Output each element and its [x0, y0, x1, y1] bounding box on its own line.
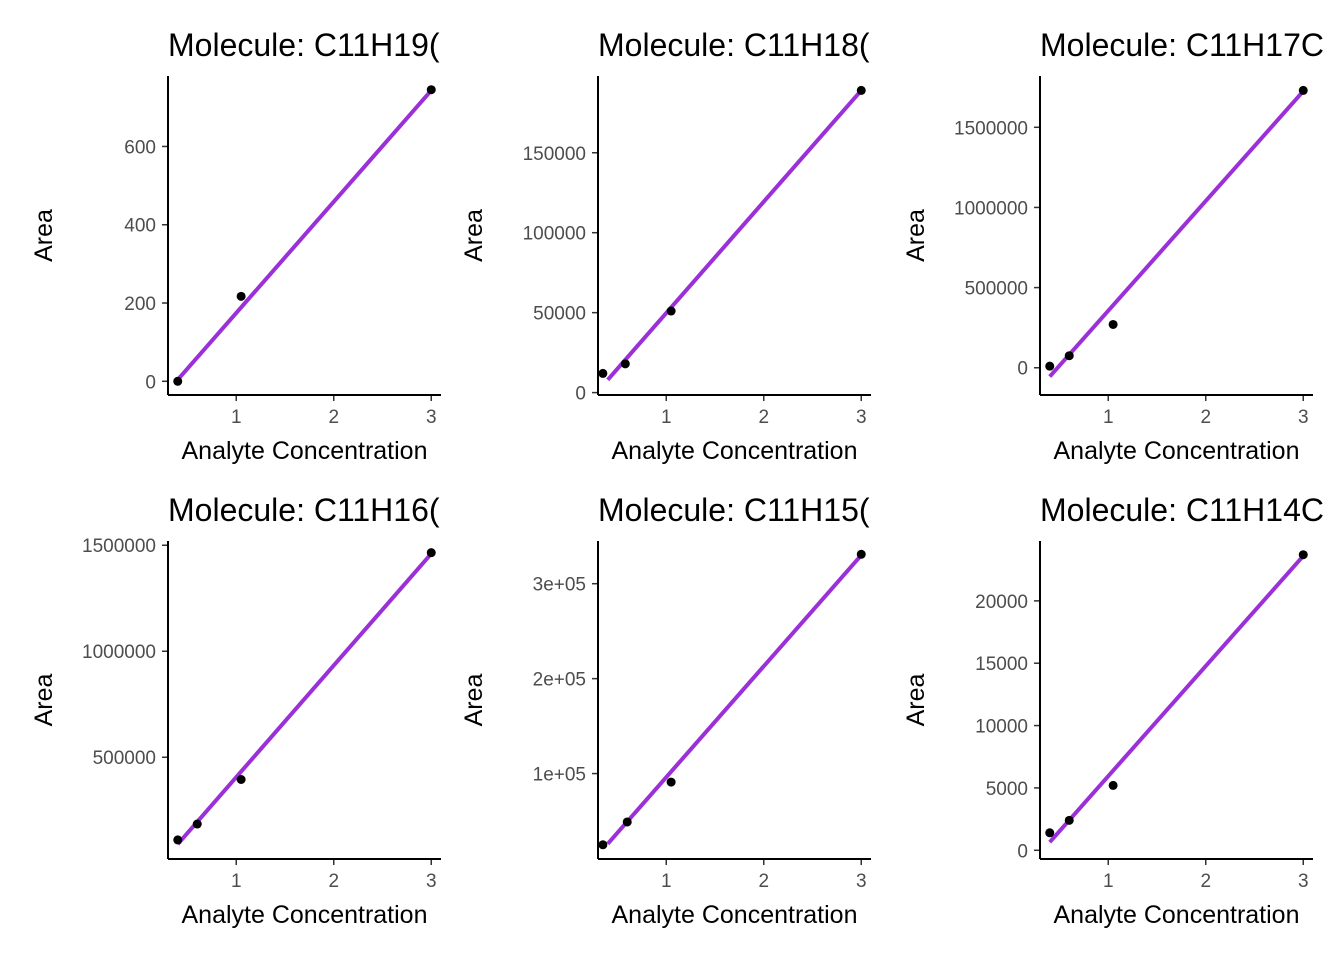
x-tick-label: 2	[758, 871, 769, 892]
y-tick-label: 1000000	[954, 198, 1028, 219]
y-tick-label: 200	[124, 294, 156, 315]
x-axis-title: Analyte Concentration	[182, 437, 428, 465]
data-point	[666, 306, 676, 316]
y-tick-label: 400	[124, 216, 156, 237]
x-tick-label: 1	[661, 871, 672, 892]
x-axis-title: Analyte Concentration	[182, 901, 428, 929]
y-axis-title: Area	[902, 209, 930, 262]
y-axis-title: Area	[460, 209, 488, 262]
data-point	[1064, 351, 1074, 361]
y-tick-label: 600	[124, 137, 156, 158]
data-point	[173, 376, 183, 386]
y-axis-title: Area	[30, 209, 58, 262]
x-tick-label: 2	[328, 871, 339, 892]
data-point	[192, 819, 202, 829]
panel-title: Molecule: C11H17C	[1040, 27, 1324, 63]
y-tick-label: 0	[1017, 359, 1028, 380]
fit-line	[1048, 89, 1305, 378]
x-tick-label: 3	[1298, 407, 1309, 428]
x-tick-label: 1	[1103, 407, 1114, 428]
y-tick-label: 0	[145, 372, 156, 393]
data-point	[1298, 85, 1308, 95]
fit-line	[606, 89, 863, 382]
y-axis-title: Area	[902, 674, 930, 727]
x-axis-title: Analyte Concentration	[612, 437, 858, 465]
data-point	[1045, 361, 1055, 371]
x-tick-label: 1	[661, 407, 672, 428]
data-point	[1298, 550, 1308, 560]
data-point	[620, 359, 630, 369]
panel-title: Molecule: C11H18(	[598, 27, 870, 63]
x-tick-label: 1	[1103, 871, 1114, 892]
y-tick-label: 500000	[93, 748, 156, 769]
x-tick-label: 2	[1200, 407, 1211, 428]
panel-2: Molecule: C11H18( 0 50000 100000 150000 1 2 3 An…	[460, 27, 871, 465]
y-tick-label: 1500000	[82, 536, 156, 557]
panel-title: Molecule: C11H16(	[168, 492, 440, 528]
fit-line	[176, 552, 433, 846]
x-tick-label: 2	[328, 407, 339, 428]
data-point	[856, 85, 866, 95]
panel-1: Molecule: C11H19( 0 200 400 600 1 2 3 Analyte Co…	[30, 27, 441, 465]
x-tick-label: 2	[1200, 871, 1211, 892]
y-tick-label: 10000	[975, 717, 1028, 738]
y-tick-label: 1000000	[82, 642, 156, 663]
panel-6: Molecule: C11H14C 0 5000 10000 15000 20000 1 2 3…	[902, 492, 1324, 929]
y-axis-title: Area	[30, 674, 58, 727]
y-tick-label: 3e+05	[533, 575, 586, 596]
y-tick-label: 1500000	[954, 118, 1028, 139]
data-point	[856, 549, 866, 559]
data-point	[426, 548, 436, 558]
data-point	[598, 368, 608, 378]
data-point	[1045, 828, 1055, 838]
y-tick-label: 0	[575, 384, 586, 405]
data-point	[426, 85, 436, 95]
data-point	[622, 817, 632, 827]
fit-line	[176, 89, 433, 382]
data-point	[1108, 780, 1118, 790]
fit-line	[1048, 554, 1305, 844]
x-tick-label: 3	[426, 871, 437, 892]
data-point	[236, 775, 246, 784]
y-tick-label: 0	[1017, 841, 1028, 862]
data-point	[1108, 319, 1118, 329]
x-axis-title: Analyte Concentration	[612, 901, 858, 929]
y-tick-label: 15000	[975, 654, 1028, 675]
x-axis-title: Analyte Concentration	[1054, 901, 1300, 929]
x-tick-label: 1	[231, 871, 242, 892]
y-tick-label: 500000	[965, 279, 1028, 300]
data-point	[1064, 815, 1074, 825]
x-tick-label: 3	[426, 407, 437, 428]
x-axis-title: Analyte Concentration	[1054, 437, 1300, 465]
data-point	[173, 835, 183, 845]
y-axis-title: Area	[460, 674, 488, 727]
data-point	[598, 840, 608, 850]
x-tick-label: 3	[856, 871, 867, 892]
panel-3: Molecule: C11H17C 0 500000 1000000 1500000 1 2…	[902, 27, 1324, 465]
y-tick-label: 1e+05	[533, 765, 586, 786]
panel-title: Molecule: C11H15(	[598, 492, 870, 528]
x-tick-label: 3	[1298, 871, 1309, 892]
y-tick-label: 100000	[523, 224, 586, 245]
panel-4: Molecule: C11H16( 500000 1000000 1500000 1 2 3…	[30, 492, 441, 929]
panel-title: Molecule: C11H14C	[1040, 492, 1324, 528]
data-point	[666, 777, 676, 787]
x-tick-label: 3	[856, 407, 867, 428]
y-tick-label: 150000	[523, 144, 586, 165]
y-tick-label: 50000	[533, 304, 586, 325]
fit-line	[606, 553, 863, 846]
data-point	[236, 291, 246, 301]
y-tick-label: 20000	[975, 592, 1028, 613]
panel-title: Molecule: C11H19(	[168, 27, 440, 63]
x-tick-label: 2	[758, 407, 769, 428]
panel-5: Molecule: C11H15( 1e+05 2e+05 3e+05 1 2 3 Analy…	[460, 492, 871, 929]
x-tick-label: 1	[231, 407, 242, 428]
y-tick-label: 5000	[986, 779, 1028, 800]
y-tick-label: 2e+05	[533, 670, 586, 691]
